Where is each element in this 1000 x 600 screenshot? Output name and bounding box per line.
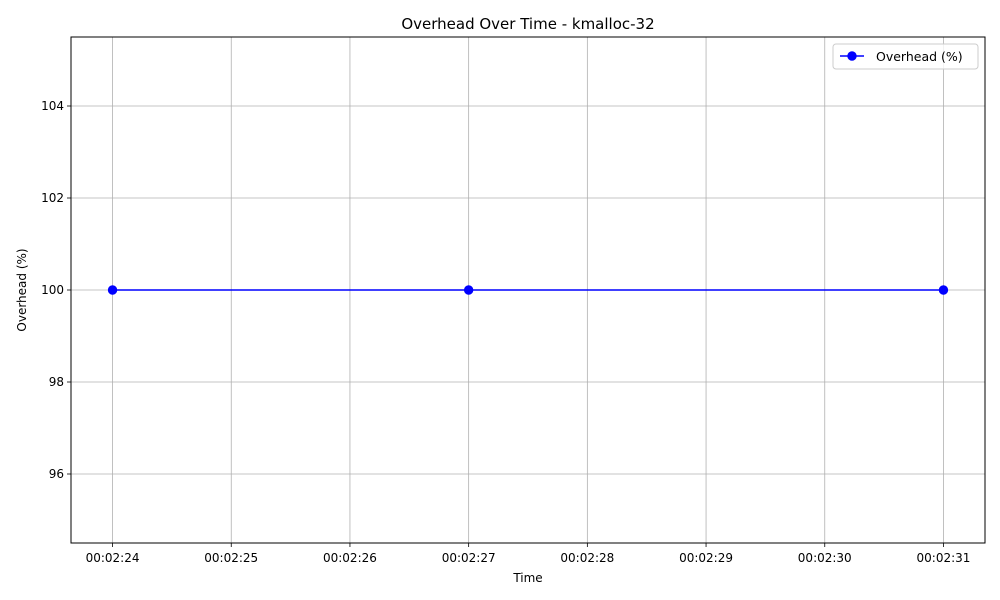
data-point [107,285,118,295]
legend-marker [847,51,857,61]
x-axis: 00:02:24 00:02:25 00:02:26 00:02:27 00:02:28… [86,543,971,565]
x-tick-label: 00:02:24 [86,551,140,565]
data-point [463,285,474,295]
data-point [938,285,949,295]
y-tick-label: 96 [49,467,64,481]
x-tick-label: 00:02:30 [798,551,852,565]
y-tick-label: 104 [41,99,64,113]
x-axis-label: Time [512,571,542,585]
y-axis: 96 98 100 102 104 [41,99,71,481]
legend-label: Overhead (%) [876,49,963,64]
y-tick-label: 98 [49,375,64,389]
series-layer [107,285,949,295]
chart-title: Overhead Over Time - kmalloc-32 [401,15,654,33]
x-tick-label: 00:02:31 [917,551,971,565]
legend: Overhead (%) [832,43,979,70]
legend-box [832,43,979,70]
x-tick-label: 00:02:27 [442,551,496,565]
x-tick-label: 00:02:25 [204,551,258,565]
x-tick-label: 00:02:29 [679,551,733,565]
y-axis-label: Overhead (%) [15,248,29,331]
y-tick-label: 102 [41,191,64,205]
x-tick-label: 00:02:28 [560,551,614,565]
y-tick-label: 100 [41,283,64,297]
x-tick-label: 00:02:26 [323,551,377,565]
